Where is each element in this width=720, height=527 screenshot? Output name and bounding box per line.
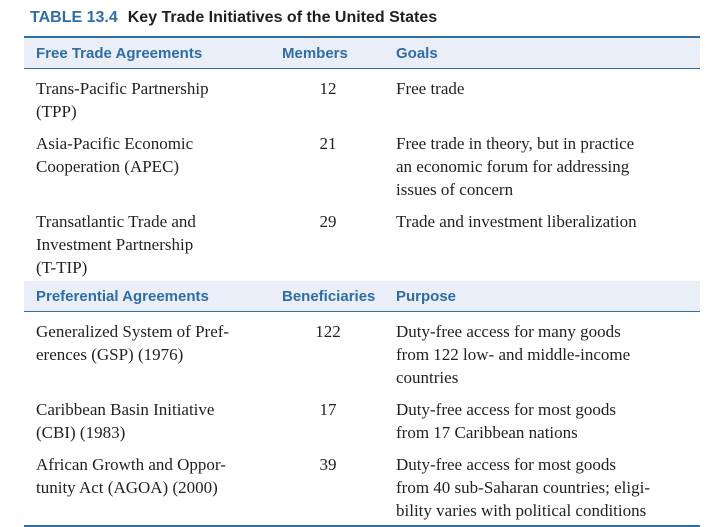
table-row: Asia-Pacific Economic Cooperation (APEC)… — [24, 132, 700, 201]
agreement-name: Caribbean Basin Initiative (CBI) (1983) — [36, 400, 215, 442]
section-header-preferential: Preferential Agreements Beneficiaries Pu… — [24, 281, 700, 312]
table-caption: TABLE 13.4 Key Trade Initiatives of the … — [24, 6, 700, 30]
table-row: Generalized System of Pref- erences (GSP… — [24, 320, 700, 389]
top-rule — [24, 36, 700, 38]
agreement-name: Generalized System of Pref- erences (GSP… — [36, 322, 230, 364]
table-title: Key Trade Initiatives of the United Stat… — [127, 9, 438, 26]
goal-text: Free trade in theory, but in practice an… — [396, 134, 635, 199]
trade-initiatives-table: TABLE 13.4 Key Trade Initiatives of the … — [24, 6, 700, 527]
section-header-free-trade: Free Trade Agreements Members Goals — [24, 38, 700, 69]
preferential-rows: Generalized System of Pref- erences (GSP… — [24, 312, 700, 522]
purpose-text: Duty-free access for many goods from 122… — [396, 322, 631, 387]
header-preferential-agreements: Preferential Agreements — [36, 287, 209, 305]
header-beneficiaries: Beneficiaries — [282, 287, 376, 305]
goal-text: Free trade — [396, 79, 465, 98]
beneficiary-count: 39 — [319, 455, 337, 474]
goal-text: Trade and investment liberalization — [396, 212, 637, 231]
agreement-name: Asia-Pacific Economic Cooperation (APEC) — [36, 134, 194, 176]
table-row: Trans-Pacific Partnership (TPP) 12 Free … — [24, 77, 700, 123]
table-number: TABLE 13.4 — [30, 9, 118, 26]
header-members: Members — [282, 44, 348, 62]
agreement-name: African Growth and Oppor- tunity Act (AG… — [36, 455, 226, 497]
header-goals: Goals — [396, 44, 438, 62]
free-trade-rows: Trans-Pacific Partnership (TPP) 12 Free … — [24, 69, 700, 279]
member-count: 21 — [319, 134, 337, 153]
beneficiary-count: 122 — [315, 322, 341, 341]
beneficiary-count: 17 — [319, 400, 337, 419]
member-count: 12 — [319, 79, 337, 98]
purpose-text: Duty-free access for most goods from 17 … — [396, 400, 616, 442]
table-row: Caribbean Basin Initiative (CBI) (1983) … — [24, 398, 700, 444]
member-count: 29 — [319, 212, 337, 231]
table-row: Transatlantic Trade and Investment Partn… — [24, 210, 700, 279]
table-row: African Growth and Oppor- tunity Act (AG… — [24, 453, 700, 522]
header-purpose: Purpose — [396, 287, 457, 305]
purpose-text: Duty-free access for most goods from 40 … — [396, 455, 650, 520]
agreement-name: Transatlantic Trade and Investment Partn… — [36, 212, 196, 277]
header-free-trade-agreements: Free Trade Agreements — [36, 44, 203, 62]
agreement-name: Trans-Pacific Partnership (TPP) — [36, 79, 209, 121]
